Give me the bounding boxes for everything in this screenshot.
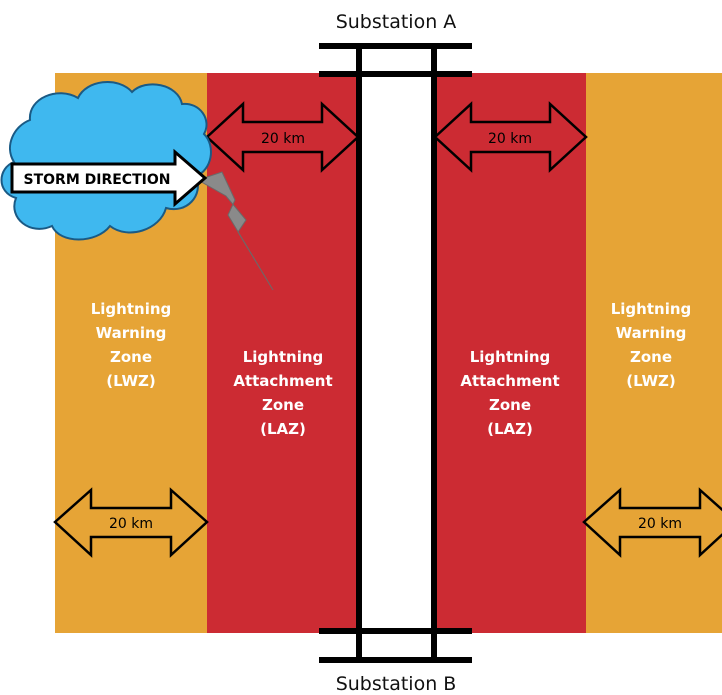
substation-b-label: Substation B <box>336 673 457 695</box>
distance-arrow-lwz-right: 20 km <box>582 487 722 558</box>
lwz-left-line-3: Zone <box>110 348 152 366</box>
storm-direction-label: STORM DIRECTION <box>24 172 171 188</box>
distance-arrow-lwz-left: 20 km <box>53 487 209 558</box>
lwz-left-line-2: Warning <box>96 324 167 342</box>
laz-right-line-4: (LAZ) <box>487 420 533 438</box>
storm-direction-arrow: STORM DIRECTION <box>10 148 208 208</box>
distance-arrow-laz-right: 20 km <box>433 101 588 173</box>
transmission-corridor <box>359 46 434 660</box>
lwz-right-line-4: (LWZ) <box>626 372 676 390</box>
lwz-right-line-1: Lightning <box>611 300 692 318</box>
lwz-right-line-3: Zone <box>630 348 672 366</box>
lwz-right-line-2: Warning <box>616 324 687 342</box>
laz-right-line-1: Lightning <box>470 348 551 366</box>
laz-left-line-4: (LAZ) <box>260 420 306 438</box>
lightning-bolt-icon <box>196 171 274 291</box>
distance-label-laz-right: 20 km <box>488 131 532 147</box>
laz-right-line-3: Zone <box>489 396 531 414</box>
storm-cloud-icon <box>0 80 212 241</box>
distance-label-lwz-left: 20 km <box>109 516 153 532</box>
laz-left-line-2: Attachment <box>233 372 332 390</box>
laz-left-line-1: Lightning <box>243 348 324 366</box>
attachment-zone-right <box>434 73 586 633</box>
distance-arrow-laz-left: 20 km <box>205 101 360 173</box>
laz-right-line-2: Attachment <box>460 372 559 390</box>
distance-label-laz-left: 20 km <box>261 131 305 147</box>
laz-left-line-3: Zone <box>262 396 304 414</box>
attachment-zone-left <box>207 73 359 633</box>
substation-a-label: Substation A <box>336 11 457 33</box>
lwz-left-line-4: (LWZ) <box>106 372 156 390</box>
distance-label-lwz-right: 20 km <box>638 516 682 532</box>
lwz-left-line-1: Lightning <box>91 300 172 318</box>
